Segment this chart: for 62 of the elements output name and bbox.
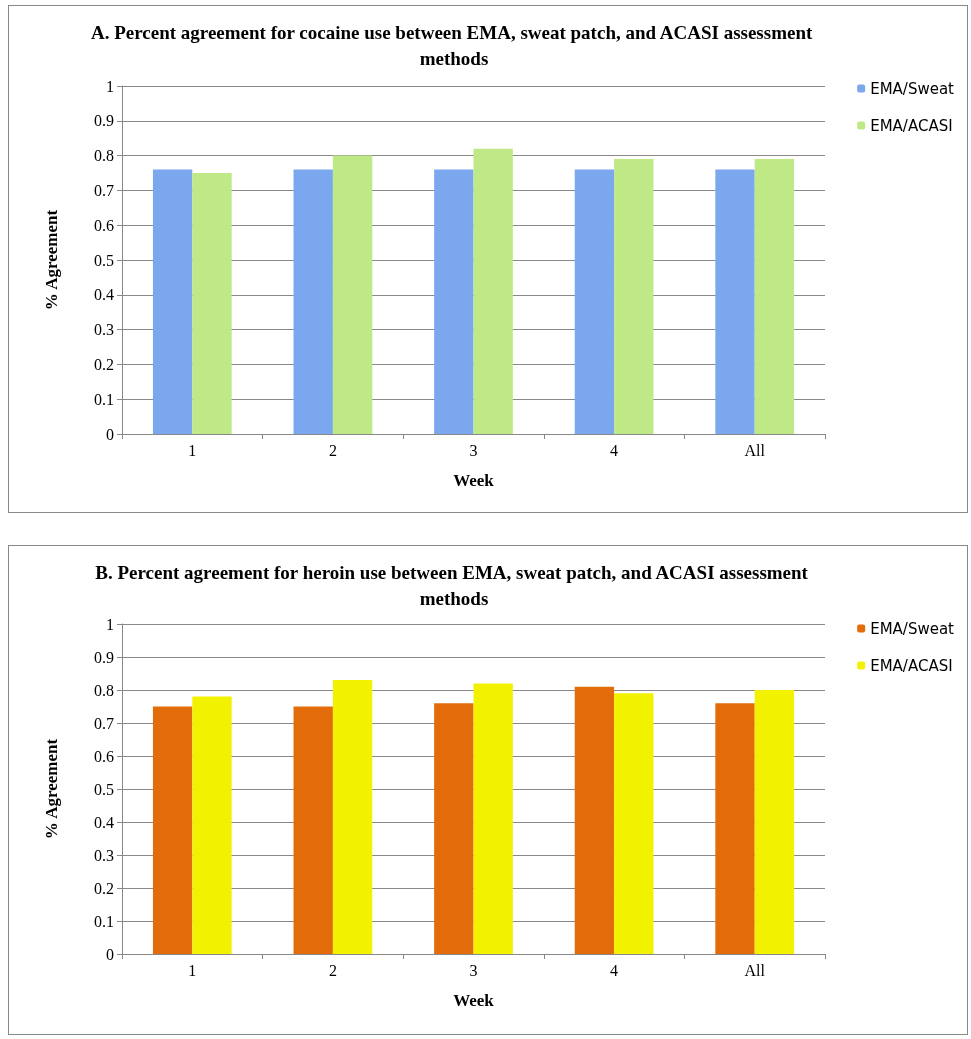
bar xyxy=(473,683,513,954)
y-tick-label: 0.4 xyxy=(94,286,114,304)
bar xyxy=(293,169,333,434)
y-tick-label: 0.4 xyxy=(94,813,114,831)
bar xyxy=(614,159,654,434)
x-tick-label: All xyxy=(744,961,766,979)
y-tick-label: 0.2 xyxy=(94,879,114,897)
y-axis-title: % Agreement xyxy=(42,738,61,840)
chart-title: A. Percent agreement for cocaine use between EMA, sweat patch, and ACASI assessment methods xyxy=(90,21,818,69)
x-tick-label: All xyxy=(744,441,766,459)
x-tick-label: 4 xyxy=(610,441,619,459)
y-tick-label: 0.8 xyxy=(94,681,114,699)
bar xyxy=(473,148,513,434)
bar xyxy=(293,706,333,954)
legend-label: EMA/ACASI xyxy=(870,116,953,135)
legend-label: EMA/Sweat xyxy=(870,619,955,638)
y-tick-label: 0.6 xyxy=(94,216,114,234)
bar xyxy=(434,169,474,434)
x-tick-label: 1 xyxy=(188,961,197,979)
x-tick-label: 1 xyxy=(188,441,197,459)
y-tick-label: 1 xyxy=(106,615,114,633)
x-tick-label: 4 xyxy=(610,961,619,979)
bar xyxy=(434,703,474,954)
legend-label: EMA/ACASI xyxy=(870,656,953,675)
y-tick-label: 0.5 xyxy=(94,780,114,798)
x-tick-label: 3 xyxy=(469,961,478,979)
x-tick-label: 2 xyxy=(328,961,337,979)
y-tick-label: 0 xyxy=(106,945,114,963)
bar xyxy=(754,690,795,954)
bar xyxy=(332,680,373,954)
y-tick-label: 0.9 xyxy=(94,112,114,130)
y-tick-label: 0.7 xyxy=(94,181,114,199)
bar xyxy=(574,169,615,434)
chart-title: B. Percent agreement for heroin use between EMA, sweat patch, and ACASI assessment methods xyxy=(95,561,813,609)
bar xyxy=(192,173,232,434)
x-axis-title: Week xyxy=(453,471,495,490)
y-tick-label: 0.9 xyxy=(94,648,114,666)
bar xyxy=(574,686,615,954)
bar xyxy=(715,169,755,434)
y-tick-label: 0 xyxy=(106,425,114,443)
y-tick-label: 0.1 xyxy=(94,390,114,408)
y-tick-label: 0.3 xyxy=(94,321,114,339)
y-tick-label: 0.2 xyxy=(94,355,114,373)
bar xyxy=(152,706,193,954)
y-tick-label: 0.5 xyxy=(94,251,114,269)
x-tick-label: 3 xyxy=(469,441,478,459)
y-tick-label: 0.1 xyxy=(94,912,114,930)
legend-label: EMA/Sweat xyxy=(870,79,955,98)
y-tick-label: 0.3 xyxy=(94,846,114,864)
bar xyxy=(152,169,193,434)
bar xyxy=(754,159,795,434)
bar xyxy=(332,155,373,434)
y-tick-label: 0.6 xyxy=(94,747,114,765)
bar xyxy=(715,703,755,954)
x-tick-label: 2 xyxy=(328,441,337,459)
y-tick-label: 0.7 xyxy=(94,714,114,732)
y-tick-label: 0.8 xyxy=(94,147,114,165)
y-axis-title: % Agreement xyxy=(42,209,61,311)
x-axis-title: Week xyxy=(453,991,495,1010)
bar xyxy=(192,696,232,954)
bar xyxy=(614,693,654,954)
y-tick-label: 1 xyxy=(106,77,114,95)
